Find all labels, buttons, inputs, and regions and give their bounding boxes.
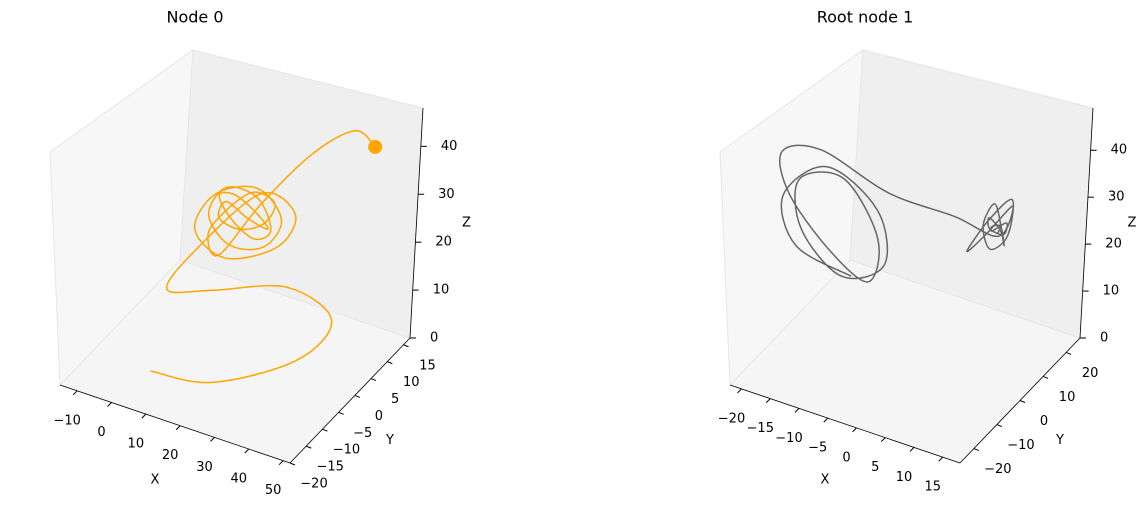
z-tick-label: 0 [430,331,438,346]
x-tick-label: 50 [265,483,282,498]
y-tick-label: 10 [1059,390,1076,405]
z-tick-label: 40 [1111,143,1128,158]
x-tick [210,437,215,442]
y-tick-label: 5 [391,392,399,407]
x-tick [175,425,181,431]
x-axis-label: X [821,473,830,488]
y-tick [370,378,377,382]
z-tick-label: 10 [1103,284,1120,299]
y-tick [973,448,980,452]
x-tick [141,413,147,419]
y-tick-label: 0 [375,409,383,424]
x-tick [823,417,829,423]
y-tick [338,411,344,415]
y-tick [403,344,409,348]
z-axis-label: Z [1128,216,1137,231]
x-tick [852,427,857,433]
x-tick-label: 40 [231,472,248,487]
x-tick-label: 20 [162,448,179,463]
y-tick [996,424,1003,428]
y-tick [289,462,296,466]
y-axis-line [289,337,411,464]
x-tick-label: 5 [871,460,879,475]
x-tick-label: −10 [775,431,802,446]
x-tick [880,437,886,443]
x-tick-label: 10 [896,470,913,485]
y-tick [387,361,393,365]
z-tick-label: 40 [441,139,458,154]
x-axis-line [729,384,961,464]
y-tick-label: −10 [333,443,360,458]
x-tick [244,448,250,454]
x-tick-label: 30 [196,460,213,475]
z-tick-label: 30 [438,187,455,202]
x-tick [938,456,944,462]
x-axis-label: X [151,473,160,488]
x-tick-label: 0 [842,450,850,465]
y-tick [1019,400,1026,403]
y-tick-label: −20 [300,477,327,492]
z-axis-line [1079,107,1094,339]
z-tick-label: 20 [1105,237,1122,252]
y-tick-label: 15 [419,358,436,373]
x-tick-label: −15 [747,421,774,436]
z-tick-label: 30 [1108,190,1125,205]
y-tick [306,445,312,449]
x-tick-label: 15 [924,480,941,495]
y-tick-label: −20 [984,462,1011,477]
y-tick-label: −15 [316,460,343,475]
chart-title: Node 0 [166,8,223,27]
x-tick-label: 0 [97,425,105,440]
y-tick-label: 0 [1040,414,1048,429]
x-tick [765,398,771,404]
x-tick-label: −10 [53,413,80,428]
x-tick [909,447,915,452]
trajectory [150,129,376,384]
z-axis-label: Z [462,216,471,231]
chart-title: Root node 1 [817,8,914,27]
x-tick [737,388,742,394]
x-tick [107,402,112,407]
z-tick-label: 20 [435,235,452,250]
x-axis-line [59,384,291,464]
y-tick [1042,375,1049,379]
y-tick [322,428,328,432]
end-marker [368,139,383,154]
x-tick [278,460,284,466]
y-tick [1065,351,1072,355]
y-tick [354,394,361,398]
y-tick-label: −5 [353,426,372,441]
z-tick-label: 10 [433,283,450,298]
x-tick-label: −20 [718,411,745,426]
y-tick-label: 20 [1082,366,1099,381]
y-tick-label: 10 [403,375,420,390]
y-tick-label: −10 [1007,438,1034,453]
y-axis-label: Y [1055,433,1064,448]
y-axis-label: Y [385,433,394,448]
z-tick-label: 0 [1100,331,1108,346]
x-tick-label: −5 [808,441,827,456]
x-tick [72,390,78,396]
x-tick-label: 10 [128,437,145,452]
x-tick [794,408,800,413]
trajectory [779,144,1015,283]
